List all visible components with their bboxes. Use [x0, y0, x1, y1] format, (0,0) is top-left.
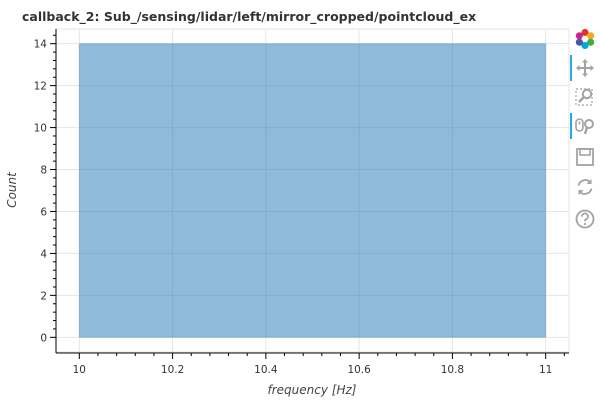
pan-icon	[576, 59, 594, 77]
y-tick-label: 14	[34, 39, 48, 51]
x-tick-label: 10.4	[254, 364, 278, 376]
wheel-zoom-tool-button[interactable]	[570, 113, 598, 139]
box-zoom-tool-button[interactable]	[572, 84, 598, 110]
help-icon	[575, 209, 595, 229]
help-tool-button[interactable]	[572, 206, 598, 232]
chart-title: callback_2: Sub_/sensing/lidar/left/mirr…	[22, 9, 476, 25]
y-tick-label: 8	[40, 165, 47, 177]
x-tick-label: 10	[73, 364, 86, 376]
y-axis-label: Count	[5, 171, 19, 208]
histogram-bar	[78, 43, 547, 338]
axis-layer: 10 10.2 10.4 10.6 10.8 11 0 2 4 6 8 10 12 14	[34, 29, 569, 376]
reset-tool-button[interactable]	[572, 174, 598, 200]
x-tick-label: 10.6	[347, 364, 371, 376]
save-icon	[576, 148, 594, 166]
x-tick-label: 10.8	[441, 364, 464, 376]
pan-tool-button[interactable]	[570, 55, 598, 81]
y-tick-label: 0	[40, 332, 47, 344]
reset-icon	[577, 179, 593, 195]
bokeh-logo-button[interactable]	[572, 26, 598, 52]
box-zoom-icon	[575, 88, 593, 106]
x-tick-label: 10.2	[161, 364, 184, 376]
bar-layer	[78, 43, 547, 338]
y-tick-label: 6	[40, 206, 47, 218]
wheel-zoom-icon	[575, 118, 594, 135]
bokeh-logo-icon	[575, 28, 595, 50]
y-tick-label: 10	[34, 123, 47, 135]
y-tick-label: 4	[40, 248, 47, 260]
y-tick-label: 12	[34, 81, 47, 93]
save-tool-button[interactable]	[572, 144, 598, 170]
x-axis-label: frequency [Hz]	[268, 383, 357, 397]
x-tick-label: 11	[539, 364, 552, 376]
y-tick-label: 2	[40, 290, 47, 302]
